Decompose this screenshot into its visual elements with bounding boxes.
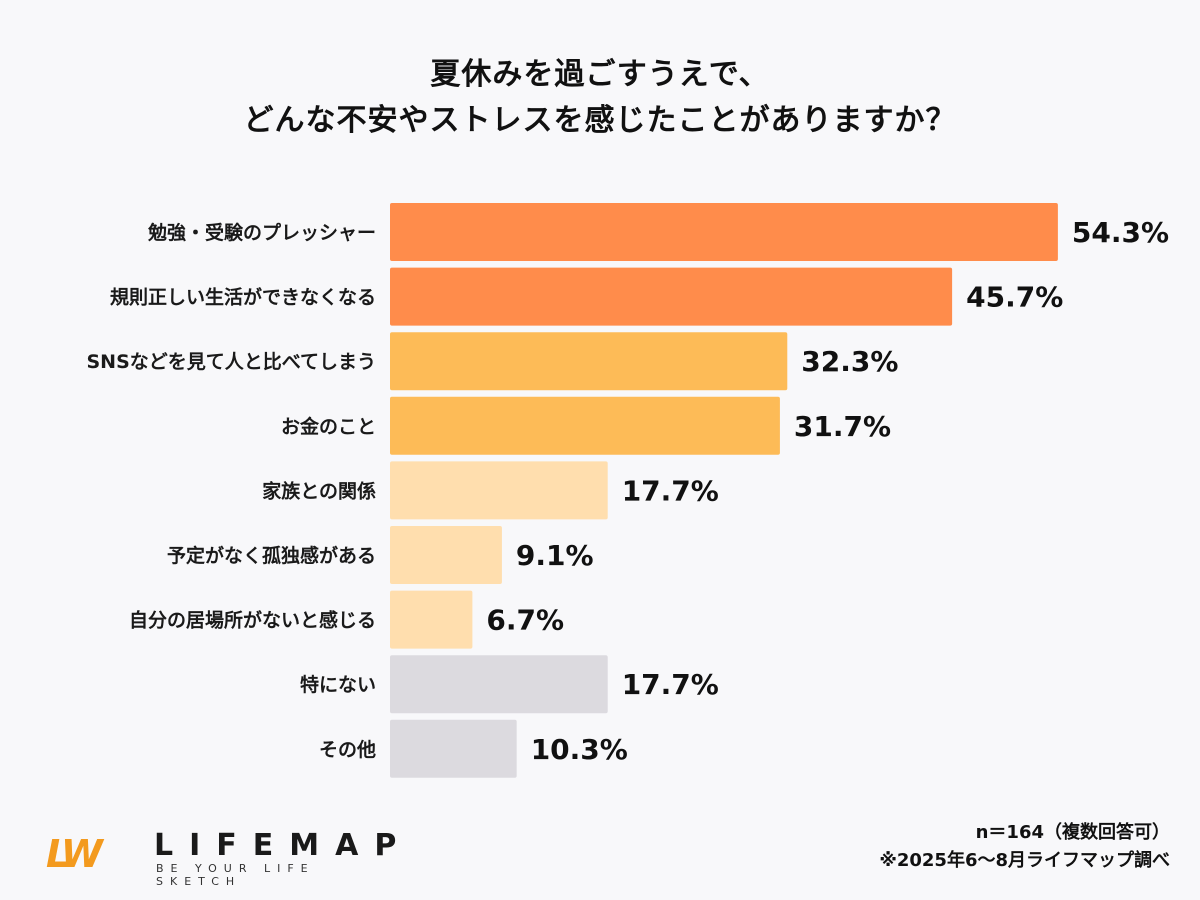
value-label: 9.1% [516, 539, 594, 572]
category-label: 規則正しい生活ができなくなる [110, 286, 376, 309]
category-label: 勉強・受験のプレッシャー [147, 221, 376, 244]
bar-5 [390, 461, 608, 520]
bar-9 [390, 719, 517, 778]
title-line-1: 夏休みを過ごすうえで、 [430, 57, 770, 92]
bar-chart: 勉強・受験のプレッシャー 54.3% 規則正しい生活ができなくなる 45.7% SNSな… [86, 203, 1169, 778]
sample-size-note: n＝164（複数回答可） [975, 822, 1170, 843]
bar-7 [390, 590, 473, 649]
category-label: 予定がなく孤独感がある [167, 544, 376, 567]
title-line-2: どんな不安やストレスを感じたことがありますか？ [243, 103, 957, 138]
chart-title: 夏休みを過ごすうえで、 どんな不安やストレスを感じたことがありますか？ [0, 52, 1200, 144]
bar-2 [390, 267, 953, 326]
value-label: 6.7% [486, 604, 564, 637]
logo-name: LIFEMAP [154, 828, 413, 863]
value-label: 17.7% [622, 474, 719, 507]
bar-6 [390, 526, 502, 584]
value-label: 10.3% [531, 733, 628, 766]
bar-4 [390, 396, 780, 455]
source-note: ※2025年6〜8月ライフマップ調べ [879, 850, 1170, 871]
value-label: 54.3% [1072, 216, 1169, 249]
category-label: 家族との関係 [262, 479, 376, 502]
value-label: 31.7% [794, 410, 891, 443]
bar-8 [390, 655, 608, 714]
bar-3 [390, 332, 788, 391]
category-label: 自分の居場所がないと感じる [129, 609, 376, 632]
category-label: SNSなどを見て人と比べてしまう [86, 351, 376, 373]
category-label: 特にない [300, 674, 376, 696]
category-label: お金のこと [281, 415, 376, 438]
value-label: 32.3% [801, 345, 898, 378]
logo-mark-icon: LW [46, 832, 103, 876]
value-label: 17.7% [622, 668, 719, 701]
category-label: その他 [319, 738, 376, 761]
bar-1 [390, 203, 1058, 261]
logo-tagline: BE YOUR LIFE SKETCH [156, 862, 315, 888]
value-label: 45.7% [966, 281, 1063, 314]
lifemap-logo: LW LIFEMAP BE YOUR LIFE SKETCH [46, 828, 396, 888]
